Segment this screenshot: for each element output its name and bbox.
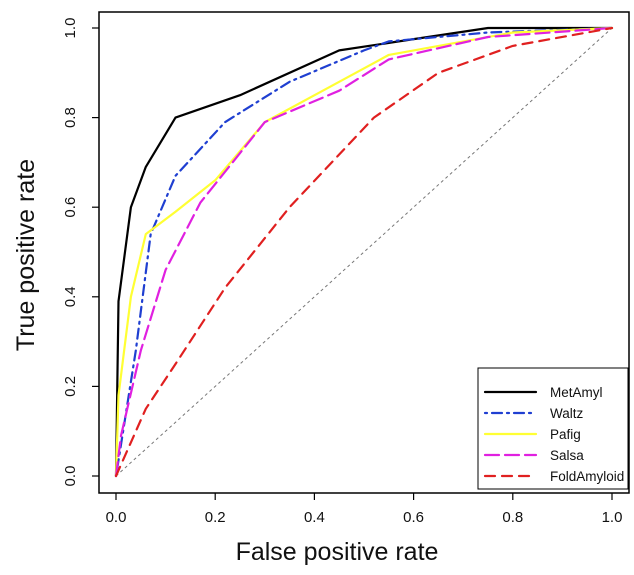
legend: MetAmyl Waltz Pafig Salsa FoldAmyloid: [477, 367, 629, 490]
x-axis-tick-label: 0.4: [304, 509, 325, 526]
y-axis-title: True positive rate: [12, 159, 40, 351]
x-axis-tick-label: 0.2: [205, 509, 226, 526]
y-axis-tick-label: 0.0: [62, 466, 79, 487]
x-axis-tick-label: 0.6: [403, 509, 424, 526]
y-axis-tick-label: 0.6: [62, 197, 79, 218]
y-axis-tick-label: 1.0: [62, 18, 79, 39]
x-axis-tick-label: 0.0: [106, 509, 127, 526]
y-axis-tick-label: 0.4: [62, 286, 79, 307]
plot-layer: [98, 11, 630, 494]
series-line-metamyl: [114, 26, 614, 478]
legend-label-waltz: Waltz: [550, 406, 583, 421]
legend-label-pafig: Pafig: [550, 427, 581, 442]
x-axis-tick-label: 1.0: [602, 509, 623, 526]
ticks-layer: 0.0 0.2 0.4 0.6 0.8 1.0 0.0 0.2 0.4 0.6 0.8 1.0: [62, 18, 622, 526]
x-axis-title: False positive rate: [236, 538, 439, 566]
legend-label-foldamyloid: FoldAmyloid: [550, 469, 624, 484]
y-axis-tick-label: 0.8: [62, 107, 79, 128]
legend-label-metamyl: MetAmyl: [550, 385, 603, 400]
y-axis-tick-label: 0.2: [62, 376, 79, 397]
legend-label-salsa: Salsa: [550, 448, 584, 463]
series-line-foldamyloid: [114, 26, 614, 478]
legend-box: [477, 367, 629, 490]
series-line-waltz: [114, 26, 614, 478]
series-line-salsa: [114, 26, 614, 478]
series-line-pafig: [114, 26, 614, 478]
x-axis-tick-label: 0.8: [502, 509, 523, 526]
